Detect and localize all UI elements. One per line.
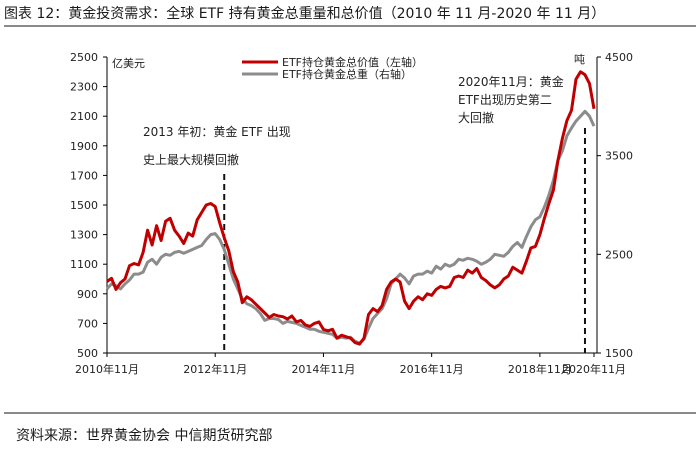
legend-label: ETF持仓黄金总重（右轴） [282, 67, 412, 81]
left-tick-label: 2500 [70, 51, 98, 64]
x-tick-label: 2014年11月 [291, 362, 355, 376]
x-tick-label: 2018年11月 [508, 362, 572, 376]
right-tick-label: 2500 [605, 248, 633, 261]
top-rule [4, 25, 696, 27]
annotation-text: 2013 年初：黄金 ETF 出现 [143, 124, 291, 139]
annotation-text: 大回撤 [458, 110, 494, 125]
annotation-text: ETF出现历史第二 [458, 93, 552, 107]
left-tick-label: 900 [77, 288, 98, 301]
left-tick-label: 2300 [70, 81, 98, 94]
axes: 500 700 900 1100 1300 1500 1700 1900 2100 2300 250… [70, 51, 633, 376]
bottom-rule [4, 412, 696, 414]
left-tick-label: 1900 [70, 140, 98, 153]
x-tick-label: 2020年11月 [562, 362, 626, 376]
annotation-text: 史上最大规模回撤 [143, 152, 239, 167]
right-tick-label: 4500 [605, 51, 633, 64]
right-tick-label: 1500 [605, 347, 633, 360]
source-note: 资料来源：世界黄金协会 中信期货研究部 [16, 428, 273, 444]
series-line-total-value [106, 70, 596, 346]
series-layer [105, 70, 596, 346]
right-axis-unit: 吨 [574, 53, 585, 66]
left-tick-label: 1100 [70, 258, 98, 271]
legend: ETF持仓黄金总价值（左轴）ETF持仓黄金总重（右轴） [242, 55, 423, 81]
left-axis-unit: 亿美元 [112, 57, 145, 70]
left-tick-label: 1700 [70, 169, 98, 182]
x-tick-label: 2016年11月 [400, 362, 464, 376]
x-tick-label: 2012年11月 [183, 362, 247, 376]
right-tick-label: 3500 [605, 150, 633, 163]
series-line-total-weight [105, 109, 596, 345]
annotation-text: 2020年11月：黄金 [458, 74, 564, 89]
legend-label: ETF持仓黄金总价值（左轴） [282, 55, 423, 69]
left-tick-label: 1300 [70, 229, 98, 242]
left-tick-label: 1500 [70, 199, 98, 212]
x-tick-label: 2010年11月 [75, 362, 139, 376]
left-tick-label: 2100 [70, 110, 98, 123]
left-tick-label: 700 [77, 317, 98, 330]
left-tick-label: 500 [77, 347, 98, 360]
figure-title: 图表 12：黄金投资需求：全球 ETF 持有黄金总重量和总价值（2010 年 1… [4, 6, 606, 22]
